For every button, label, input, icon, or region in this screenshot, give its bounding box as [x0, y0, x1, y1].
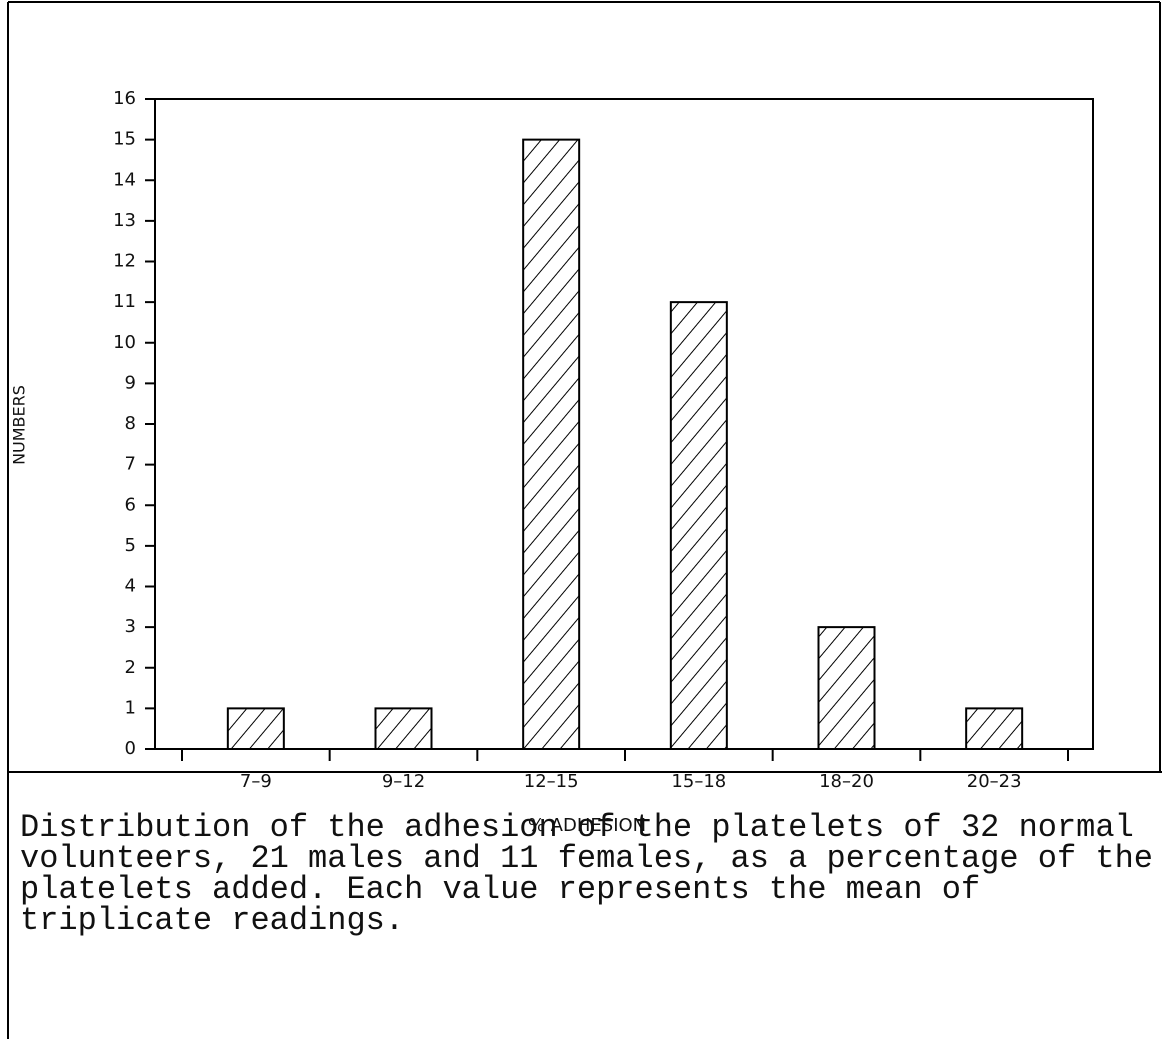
x-axis-label: % ADHESION: [528, 815, 646, 836]
caption: Distribution of the adhesion of the plat…: [20, 809, 1153, 939]
y-tick-label: 6: [125, 494, 136, 515]
x-tick-label: 9–12: [382, 771, 425, 792]
x-tick-label: 7–9: [240, 771, 272, 792]
y-axis-label: NUMBERS: [10, 385, 29, 465]
x-tick-label: 15–18: [671, 771, 726, 792]
y-tick-label: 2: [125, 657, 136, 678]
y-tick-label: 12: [113, 251, 136, 272]
x-tick-label: 20–23: [967, 771, 1022, 792]
y-tick-label: 1: [125, 697, 136, 718]
x-tick-label: 18–20: [819, 771, 874, 792]
y-tick-label: 14: [113, 169, 136, 190]
bar: [965, 707, 1024, 750]
y-tick-label: 16: [113, 88, 136, 109]
plot-frame: [154, 98, 1094, 750]
x-tick-label: 12–15: [524, 771, 579, 792]
bar: [669, 301, 728, 750]
y-tick-label: 8: [125, 413, 136, 434]
y-tick-label: 13: [113, 210, 136, 231]
y-tick-label: 3: [125, 616, 136, 637]
bar: [817, 626, 876, 750]
y-tick-label: 9: [125, 372, 136, 393]
bar: [226, 707, 285, 750]
bar: [374, 707, 433, 750]
y-tick-label: 11: [113, 291, 136, 312]
y-tick-label: 4: [125, 576, 136, 597]
y-tick-label: 7: [125, 454, 136, 475]
y-tick-label: 10: [113, 332, 136, 353]
y-tick-label: 0: [125, 738, 136, 759]
y-tick-label: 5: [125, 535, 136, 556]
bar: [522, 138, 581, 750]
y-tick-label: 15: [113, 129, 136, 150]
